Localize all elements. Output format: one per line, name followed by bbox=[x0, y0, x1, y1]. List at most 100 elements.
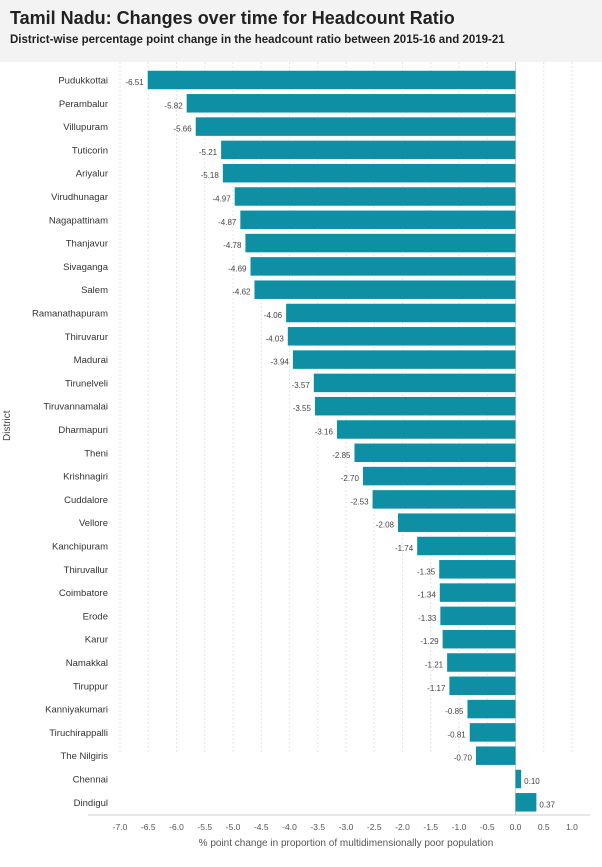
category-label: Vellore bbox=[79, 518, 108, 529]
value-label: -4.69 bbox=[228, 264, 247, 273]
category-label: The Nilgiris bbox=[60, 751, 108, 762]
bar bbox=[372, 490, 516, 509]
x-tick-label: -6.5 bbox=[141, 822, 156, 832]
bar bbox=[245, 233, 516, 253]
bar-chart: -7.0 -6.5 -6.0 -5.5 -5.0 -4.5 -4.0 -3.5 -3.0 -2.5… bbox=[32, 62, 590, 832]
bar bbox=[313, 373, 516, 393]
value-label: -3.16 bbox=[315, 428, 334, 437]
value-label: -1.33 bbox=[418, 614, 437, 623]
value-label: -3.55 bbox=[293, 404, 312, 413]
category-label: Theni bbox=[84, 448, 108, 459]
bar bbox=[240, 210, 516, 230]
x-tick-label: -4.5 bbox=[254, 822, 269, 832]
bar bbox=[314, 396, 516, 416]
value-label: -2.85 bbox=[332, 451, 351, 460]
category-label: Salem bbox=[81, 285, 108, 296]
bar bbox=[469, 723, 516, 742]
bar bbox=[467, 699, 516, 719]
category-label: Krishnagiri bbox=[63, 472, 108, 483]
category-label: Perambalur bbox=[59, 99, 108, 110]
bar bbox=[195, 117, 516, 136]
value-label: -5.66 bbox=[173, 125, 192, 134]
bar bbox=[234, 187, 516, 206]
value-label: -1.29 bbox=[420, 637, 439, 646]
category-label: Cuddalore bbox=[64, 495, 108, 506]
bar bbox=[250, 257, 516, 276]
bar bbox=[397, 513, 516, 532]
value-label: -1.34 bbox=[418, 591, 437, 600]
category-label: Namakkal bbox=[66, 658, 108, 669]
bar bbox=[287, 327, 516, 346]
value-label: -5.82 bbox=[164, 101, 183, 110]
category-label: Tiruppur bbox=[73, 681, 108, 692]
value-label: -4.78 bbox=[223, 241, 242, 250]
category-label: Kanniyakumari bbox=[45, 705, 108, 716]
bar bbox=[286, 303, 516, 323]
category-label: Kanchipuram bbox=[52, 542, 108, 553]
bar bbox=[449, 676, 516, 696]
x-tick-label: 0.0 bbox=[510, 822, 522, 832]
value-label: -0.85 bbox=[445, 707, 464, 716]
value-label: 0.37 bbox=[539, 800, 555, 809]
x-tick-label: -2.0 bbox=[395, 822, 410, 832]
value-label: -2.70 bbox=[341, 474, 360, 483]
category-label: Coimbatore bbox=[59, 588, 108, 599]
category-label: Thanjavur bbox=[66, 239, 108, 250]
category-label: Virudhunagar bbox=[51, 192, 108, 203]
bar bbox=[354, 443, 516, 463]
x-tick-label: 0.5 bbox=[538, 822, 550, 832]
x-tick-label: -6.0 bbox=[169, 822, 184, 832]
category-label: Thiruvarur bbox=[65, 332, 108, 343]
x-tick-label: -4.0 bbox=[282, 822, 297, 832]
x-tick-label: -3.0 bbox=[339, 822, 354, 832]
chart-title: Tamil Nadu: Changes over time for Headco… bbox=[10, 8, 455, 28]
bar bbox=[515, 793, 537, 812]
x-tick-label: -5.5 bbox=[197, 822, 212, 832]
value-label: -4.03 bbox=[266, 334, 285, 343]
bar bbox=[440, 606, 516, 626]
value-label: -1.35 bbox=[417, 567, 436, 576]
x-tick-label: -1.0 bbox=[452, 822, 467, 832]
category-label: Erode bbox=[83, 611, 108, 622]
x-tick-label: -1.5 bbox=[423, 822, 438, 832]
chart-subtitle: District-wise percentage point change in… bbox=[10, 34, 505, 46]
category-label: Pudukkottai bbox=[58, 76, 108, 87]
category-label: Tirunelveli bbox=[65, 378, 108, 389]
value-label: -5.21 bbox=[199, 148, 218, 157]
x-tick-label: -0.5 bbox=[480, 822, 495, 832]
bar bbox=[221, 140, 516, 160]
value-label: -0.81 bbox=[448, 730, 467, 739]
bar bbox=[439, 583, 516, 602]
bar bbox=[515, 769, 522, 789]
category-label: Tiruvannamalai bbox=[43, 402, 108, 413]
category-label: Ramanathapuram bbox=[32, 309, 108, 320]
value-label: -1.21 bbox=[425, 661, 444, 670]
category-label: Nagapattinam bbox=[49, 215, 108, 226]
bar bbox=[442, 629, 516, 649]
value-label: -2.08 bbox=[376, 521, 395, 530]
bar bbox=[147, 70, 516, 90]
x-axis-label: % point change in proportion of multidim… bbox=[198, 838, 494, 849]
x-tick-label: -5.0 bbox=[226, 822, 241, 832]
bar bbox=[292, 350, 516, 369]
value-label: -4.97 bbox=[212, 195, 231, 204]
value-label: -4.62 bbox=[232, 288, 251, 297]
chart-header: Tamil Nadu: Changes over time for Headco… bbox=[0, 0, 602, 62]
category-label: Karur bbox=[85, 635, 108, 646]
bar bbox=[186, 94, 516, 113]
x-tick-label: 1.0 bbox=[566, 822, 578, 832]
value-label: -1.74 bbox=[395, 544, 414, 553]
category-label: Chennai bbox=[73, 775, 108, 786]
bar bbox=[336, 420, 516, 439]
category-label: Madurai bbox=[74, 355, 108, 366]
y-axis-label: District bbox=[2, 410, 13, 441]
value-label: -3.57 bbox=[292, 381, 311, 390]
category-label: Villupuram bbox=[63, 122, 108, 133]
category-label: Dharmapuri bbox=[58, 425, 108, 436]
category-label: Tuticorin bbox=[72, 145, 108, 156]
category-label: Ariyalur bbox=[76, 169, 108, 180]
value-label: 0.10 bbox=[524, 777, 540, 786]
x-tick-label: -2.5 bbox=[367, 822, 382, 832]
bar bbox=[447, 653, 516, 672]
bar bbox=[475, 746, 516, 765]
